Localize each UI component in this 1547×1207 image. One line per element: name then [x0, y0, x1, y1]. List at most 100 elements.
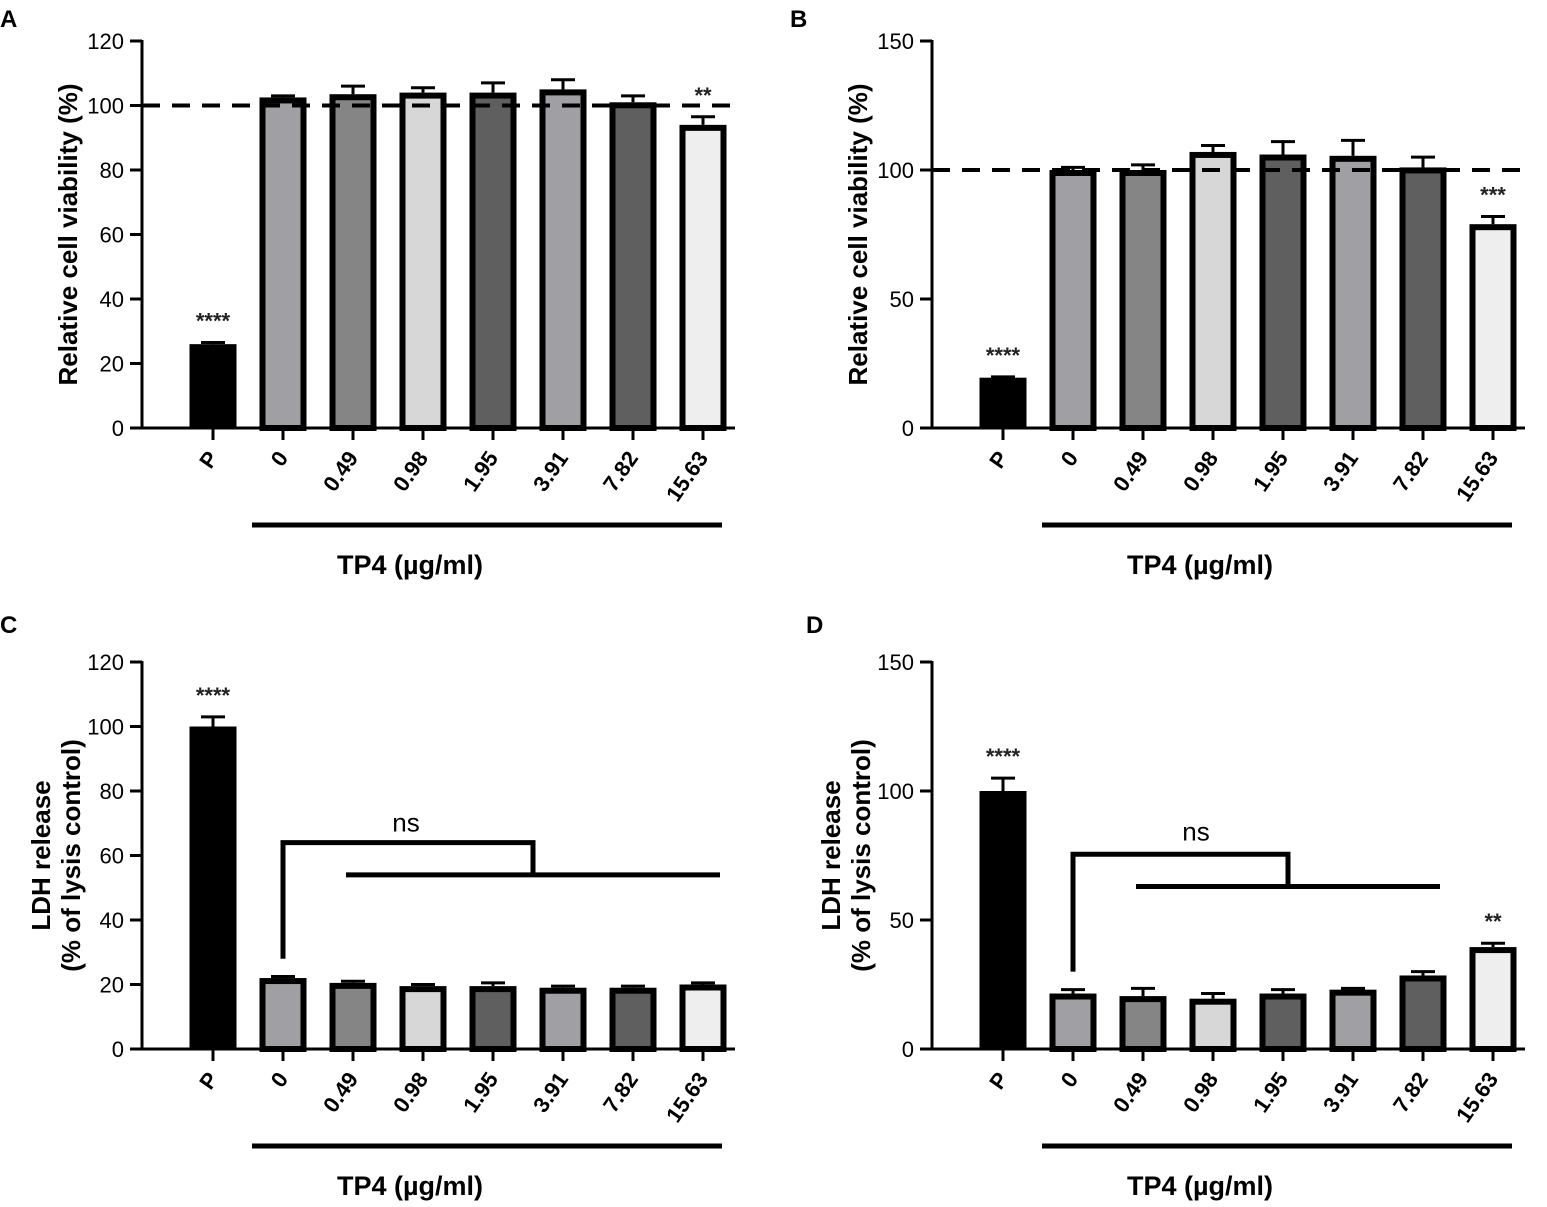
- significance-label: ****: [986, 744, 1021, 769]
- y-tick-label: 20: [100, 352, 124, 377]
- x-tick-label: 3.91: [1318, 447, 1363, 496]
- y-tick-label: 100: [87, 94, 124, 119]
- bar: [539, 987, 587, 1053]
- x-axis-title: TP4 (µg/ml): [337, 1171, 483, 1201]
- y-axis-title-line2: (% of lysis control): [56, 739, 86, 972]
- bar: [1049, 170, 1097, 431]
- y-tick-label: 0: [902, 416, 914, 441]
- y-tick-label: 40: [100, 908, 124, 933]
- panel-letter: C: [0, 612, 17, 639]
- bar: [469, 986, 517, 1052]
- y-tick-label: 120: [87, 650, 124, 675]
- significance-label: ****: [196, 309, 231, 334]
- x-tick-label: 15.63: [661, 1068, 713, 1127]
- x-tick-label: 0.49: [1108, 1068, 1153, 1117]
- bar: [1119, 996, 1167, 1052]
- y-tick-label: 50: [890, 287, 914, 312]
- bar: [1189, 151, 1237, 431]
- bar: [679, 124, 727, 431]
- x-tick-label: 0: [1056, 447, 1084, 471]
- bar-fill: [979, 377, 1027, 428]
- significance-label: ***: [1480, 182, 1506, 207]
- panel-c: C **** P 0 0.49 0.98 1.95 3.91 7.82 15.63 0 20 40 60 8…: [0, 612, 735, 1201]
- x-tick-label: 0.98: [1178, 1068, 1223, 1117]
- x-tick-label: 0: [266, 1068, 294, 1092]
- x-tick-label: 0.98: [1178, 447, 1223, 496]
- x-tick-label: 7.82: [598, 1068, 643, 1117]
- bar: [609, 102, 657, 432]
- x-tick-label: 1.95: [1248, 1068, 1293, 1117]
- bar-fill: [189, 726, 237, 1049]
- bar: [1119, 170, 1167, 431]
- x-tick-label: 15.63: [661, 447, 713, 506]
- x-tick-label: 1.95: [1248, 447, 1293, 496]
- bar: [1469, 947, 1517, 1052]
- bar-fill: [979, 791, 1027, 1049]
- y-axis-title: Relative cell viability (%): [53, 83, 83, 385]
- bracket: [1070, 851, 1291, 972]
- bar: [1469, 224, 1517, 431]
- x-tick-label: 1.95: [458, 447, 503, 496]
- x-tick-label: 0: [266, 447, 294, 471]
- bar: [1189, 998, 1237, 1053]
- x-tick-label: P: [194, 1068, 223, 1094]
- y-tick-label: 50: [890, 908, 914, 933]
- x-tick-label: 7.82: [598, 447, 643, 496]
- bracket-label: ns: [1182, 816, 1209, 846]
- x-axis-title: TP4 (µg/ml): [337, 550, 483, 580]
- x-tick-label: 7.82: [1388, 447, 1433, 496]
- x-tick-label: 3.91: [528, 447, 573, 496]
- y-tick-label: 60: [100, 844, 124, 869]
- y-tick-label: 0: [112, 416, 124, 441]
- x-axis-title: TP4 (µg/ml): [1127, 1171, 1273, 1201]
- x-tick-label: P: [984, 447, 1013, 473]
- x-tick-label: 0: [1056, 1068, 1084, 1092]
- bracket: [280, 840, 536, 959]
- x-tick-label: 0.49: [318, 447, 363, 496]
- y-tick-label: 0: [902, 1037, 914, 1062]
- y-tick-label: 20: [100, 973, 124, 998]
- x-tick-label: 0.49: [318, 1068, 363, 1117]
- bar: [1399, 975, 1447, 1052]
- y-axis-title: LDH release: [816, 780, 846, 930]
- x-axis-title: TP4 (µg/ml): [1127, 550, 1273, 580]
- x-tick-label: P: [984, 1068, 1013, 1094]
- x-tick-label: 0.49: [1108, 447, 1153, 496]
- bar: [1259, 993, 1307, 1052]
- y-tick-label: 80: [100, 158, 124, 183]
- y-axis-title: Relative cell viability (%): [843, 83, 873, 385]
- x-tick-label: 15.63: [1451, 1068, 1503, 1127]
- bar: [1329, 155, 1377, 431]
- x-tick-label: 1.95: [458, 1068, 503, 1117]
- bar-fill: [189, 344, 237, 428]
- x-tick-label: 0.98: [388, 447, 433, 496]
- significance-label: ****: [986, 343, 1021, 368]
- y-tick-label: 100: [877, 158, 914, 183]
- bar: [259, 97, 307, 431]
- panel-letter: D: [806, 612, 823, 639]
- panel-b: B **** P 0 0.49 0.98 1.95 3.91 7.82 *** 15.63 0 50 10…: [790, 6, 1525, 580]
- bar: [679, 984, 727, 1052]
- significance-label: **: [694, 83, 712, 108]
- bar: [1329, 989, 1377, 1053]
- x-tick-label: 3.91: [1318, 1068, 1363, 1117]
- panel-d: D **** P 0 0.49 0.98 1.95 3.91 7.82 ** 15.63 0 50 100…: [806, 612, 1525, 1201]
- y-tick-label: 100: [877, 779, 914, 804]
- bar: [259, 978, 307, 1052]
- bar: [399, 986, 447, 1052]
- y-tick-label: 0: [112, 1037, 124, 1062]
- panel-letter: B: [790, 6, 807, 33]
- y-tick-label: 150: [877, 29, 914, 54]
- y-tick-label: 40: [100, 287, 124, 312]
- bar: [1259, 154, 1307, 432]
- bar: [469, 92, 517, 431]
- y-axis-title: LDH release: [26, 780, 56, 930]
- bar: [329, 94, 377, 432]
- x-tick-label: 3.91: [528, 1068, 573, 1117]
- bar: [1049, 993, 1097, 1052]
- x-tick-label: 0.98: [388, 1068, 433, 1117]
- y-tick-label: 60: [100, 223, 124, 248]
- y-tick-label: 80: [100, 779, 124, 804]
- y-tick-label: 120: [87, 29, 124, 54]
